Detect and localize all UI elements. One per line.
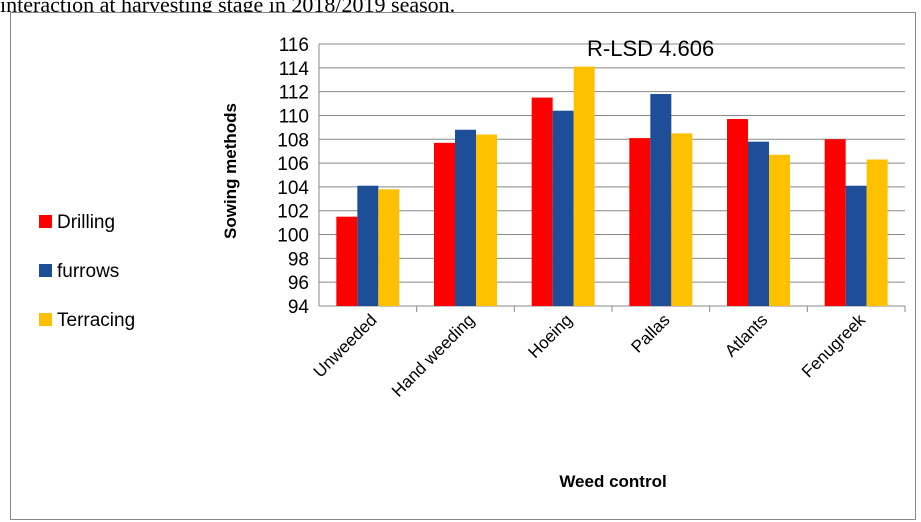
y-tick-label: 110 [279, 106, 309, 127]
lsd-annotation: R-LSD 4.606 [587, 36, 714, 61]
bar-terracing-pallas [671, 133, 693, 306]
bar-terracing-unweeded [378, 189, 400, 306]
legend-swatch-drilling [39, 215, 52, 228]
y-tick-label: 106 [277, 154, 309, 175]
bar-terracing-hoeing [573, 66, 595, 306]
bar-drilling-hoeing [531, 97, 553, 306]
legend: Drilling furrows Terracing [39, 212, 135, 331]
bars [336, 66, 888, 306]
x-tick-labels: Unweeded Hand weeding Hoeing Pallas Atlants F… [310, 310, 870, 401]
x-tick-label: Unweeded [310, 310, 381, 381]
x-tick-label: Atlants [721, 310, 771, 360]
x-tick-label: Pallas [627, 310, 673, 356]
bar-terracing-atlants [769, 154, 790, 306]
bar-drilling-pallas [629, 138, 651, 306]
bar-furrows-atlants [748, 141, 769, 306]
y-tick-label: 98 [288, 249, 309, 270]
bar-furrows-pallas [650, 94, 672, 306]
legend-swatch-furrows [39, 264, 52, 277]
legend-label-furrows: furrows [57, 261, 119, 282]
y-axis-label: Sowing methods [221, 103, 240, 239]
legend-swatch-terracing [39, 313, 52, 326]
x-axis-label: Weed control [559, 472, 666, 491]
bar-terracing-fenugreek [866, 159, 888, 306]
y-tick-label: 112 [279, 83, 309, 104]
bar-furrows-fenugreek [845, 185, 867, 306]
bar-terracing-hand-weeding [476, 134, 497, 306]
bar-drilling-fenugreek [824, 139, 846, 306]
bar-furrows-hoeing [552, 110, 574, 306]
y-tick-label: 104 [277, 178, 309, 199]
y-tick-label: 96 [288, 273, 309, 294]
legend-label-terracing: Terracing [57, 310, 135, 331]
y-tick-label: 108 [277, 130, 309, 151]
bar-drilling-hand-weeding [434, 142, 455, 306]
x-tick-label: Hoeing [524, 310, 576, 362]
chart-frame: 94 96 98 100 102 104 106 108 110 112 114 116 Unweed… [10, 12, 916, 520]
y-tick-label: 102 [277, 202, 309, 223]
legend-label-drilling: Drilling [57, 212, 115, 233]
bar-drilling-unweeded [336, 216, 358, 306]
y-tick-label: 100 [277, 226, 309, 247]
y-tick-label: 116 [279, 35, 309, 56]
bar-furrows-unweeded [357, 185, 379, 306]
bar-furrows-hand-weeding [455, 129, 476, 306]
x-tick-label: Fenugreek [798, 310, 869, 381]
bar-drilling-atlants [727, 119, 748, 306]
y-tick-label: 94 [288, 297, 310, 318]
gridlines [318, 43, 906, 312]
x-tick-label: Hand weeding [388, 310, 478, 400]
y-tick-label: 114 [279, 59, 310, 80]
